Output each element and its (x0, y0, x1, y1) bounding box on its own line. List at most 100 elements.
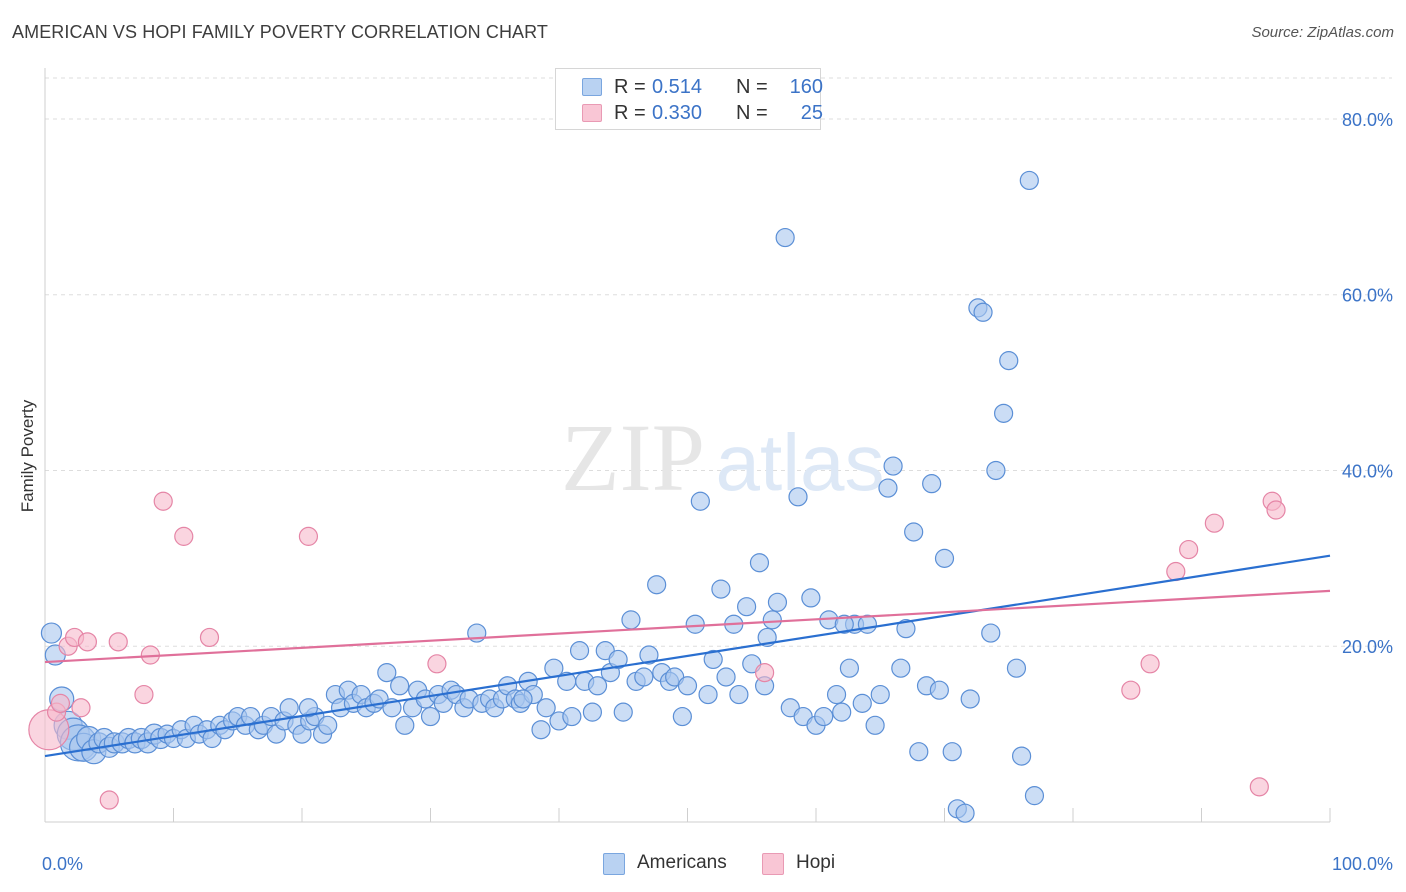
y-tick-label: 80.0% (1342, 110, 1393, 130)
grid-lines (45, 77, 1392, 647)
point-americans (788, 487, 808, 507)
tick-labels: 20.0% 40.0% 60.0% 80.0% 0.0% 100.0% (42, 110, 1393, 874)
point-hopi (1266, 500, 1286, 520)
point-americans (318, 715, 338, 735)
point-americans (531, 720, 551, 740)
point-americans (634, 667, 654, 687)
point-americans (896, 619, 916, 639)
point-hopi (50, 693, 71, 713)
point-americans (839, 658, 860, 678)
y-tick-label: 40.0% (1342, 461, 1393, 481)
legend-r-label: R = (614, 102, 646, 124)
point-americans (737, 597, 757, 617)
point-hopi (1140, 654, 1160, 674)
point-hopi (153, 491, 173, 511)
series-americans-points (40, 170, 1045, 823)
legend-swatch-americans (582, 78, 602, 96)
point-americans (749, 553, 770, 573)
trend-line-hopi (44, 589, 1331, 664)
y-tick-label: 60.0% (1342, 286, 1393, 306)
trend-line-americans (44, 554, 1331, 758)
point-americans (1019, 170, 1039, 191)
point-americans (420, 706, 441, 727)
point-americans (832, 702, 852, 722)
point-americans (582, 702, 603, 722)
point-americans (621, 610, 641, 630)
point-americans (639, 645, 659, 665)
point-hopi (71, 698, 91, 718)
legend-r-value: 0.514 (652, 76, 703, 98)
point-americans (685, 614, 705, 634)
point-americans (994, 403, 1014, 423)
bottom-legend-label-hopi: Hopi (796, 852, 836, 873)
point-americans (716, 667, 736, 687)
point-hopi (1249, 777, 1269, 797)
point-americans (883, 456, 903, 476)
point-americans (942, 742, 962, 762)
legend-n-value: 160 (789, 76, 823, 98)
watermark: ZIP atlas (561, 404, 884, 511)
point-americans (608, 649, 628, 670)
point-americans (955, 803, 975, 823)
point-hopi (174, 526, 194, 546)
point-hopi (1179, 539, 1199, 560)
point-americans (775, 227, 795, 248)
legend-swatch-hopi (582, 104, 602, 122)
point-americans (929, 680, 949, 700)
bottom-legend-label-americans: Americans (637, 852, 727, 873)
point-americans (960, 689, 980, 709)
point-americans (729, 684, 749, 705)
point-americans (390, 676, 410, 696)
x-tick-label: 0.0% (42, 854, 83, 874)
point-hopi (298, 526, 319, 546)
point-hopi (427, 654, 447, 674)
point-americans (711, 579, 731, 599)
point-americans (909, 742, 929, 762)
point-americans (703, 649, 723, 670)
point-americans (395, 715, 415, 735)
legend-n-label: N = (736, 76, 768, 98)
point-americans (1011, 746, 1032, 766)
point-americans (672, 706, 692, 727)
point-hopi (1204, 513, 1224, 533)
point-americans (762, 610, 782, 630)
chart-title: AMERICAN VS HOPI FAMILY POVERTY CORRELAT… (12, 22, 549, 42)
point-americans (934, 548, 955, 568)
point-americans (986, 460, 1006, 481)
correlation-legend: R = 0.514 N = 160 R = 0.330 N = 25 (555, 68, 823, 130)
legend-n-label: N = (736, 102, 768, 124)
point-hopi (77, 632, 98, 652)
point-americans (536, 698, 556, 718)
point-americans (801, 588, 821, 608)
point-hopi (99, 790, 119, 810)
point-hopi (754, 662, 775, 683)
point-hopi (108, 632, 128, 652)
point-americans (690, 491, 710, 511)
point-americans (904, 522, 924, 542)
source-credit: Source: ZipAtlas.com (1251, 24, 1394, 41)
point-americans (826, 684, 847, 705)
point-americans (698, 684, 718, 705)
point-americans (1006, 658, 1027, 678)
trend-lines (44, 554, 1331, 758)
point-hopi (134, 684, 154, 705)
point-americans (677, 676, 698, 696)
point-americans (377, 662, 397, 683)
point-americans (999, 351, 1019, 371)
point-americans (865, 715, 885, 735)
point-americans (1024, 786, 1045, 806)
bottom-legend-swatch-americans (603, 853, 625, 875)
point-americans (834, 614, 854, 634)
y-tick-label: 20.0% (1342, 637, 1393, 657)
point-americans (613, 702, 633, 722)
point-americans (562, 706, 582, 727)
x-tick-label: 100.0% (1332, 854, 1393, 874)
point-hopi (1121, 680, 1141, 700)
point-americans (857, 614, 878, 634)
point-americans (298, 698, 319, 718)
point-americans (40, 622, 63, 644)
point-americans (922, 474, 942, 494)
point-americans (973, 302, 993, 322)
legend-r-label: R = (614, 76, 646, 98)
